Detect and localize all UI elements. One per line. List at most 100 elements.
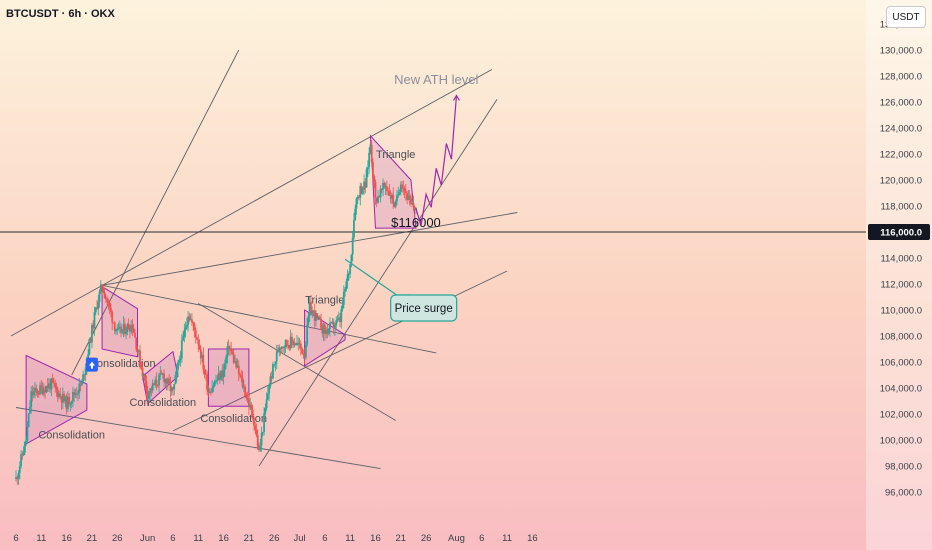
candle-body[interactable]	[354, 208, 357, 221]
candle-body[interactable]	[129, 329, 131, 332]
candle-body[interactable]	[339, 317, 341, 322]
candle-body[interactable]	[125, 331, 128, 335]
candle-body[interactable]	[322, 324, 325, 334]
candle-body[interactable]	[87, 354, 90, 359]
candle-body[interactable]	[316, 313, 319, 318]
candle-body[interactable]	[258, 447, 260, 451]
candle-body[interactable]	[213, 381, 216, 386]
candle-body[interactable]	[294, 343, 297, 345]
candle-body[interactable]	[75, 393, 78, 395]
candle-body[interactable]	[97, 301, 100, 309]
candle-body[interactable]	[264, 408, 267, 414]
candle-body[interactable]	[63, 393, 65, 402]
candle-body[interactable]	[15, 477, 17, 479]
candle-body[interactable]	[178, 360, 181, 363]
candle-body[interactable]	[39, 385, 41, 394]
candle-body[interactable]	[374, 181, 377, 198]
candle-body[interactable]	[23, 441, 26, 453]
candle-body[interactable]	[231, 351, 234, 354]
candle-body[interactable]	[61, 393, 64, 403]
candle-body[interactable]	[20, 454, 22, 467]
candle-body[interactable]	[369, 144, 372, 153]
candle-body[interactable]	[284, 340, 287, 348]
candle-body[interactable]	[234, 360, 236, 363]
candle-body[interactable]	[197, 339, 200, 345]
triangle-pattern[interactable]	[25, 354, 88, 445]
candle-body[interactable]	[220, 370, 222, 380]
candle-body[interactable]	[283, 347, 286, 349]
candle-body[interactable]	[269, 376, 272, 387]
candle-body[interactable]	[249, 404, 252, 408]
candle-body[interactable]	[329, 323, 331, 330]
candle-body[interactable]	[172, 387, 174, 390]
candle-body[interactable]	[253, 418, 255, 426]
candle-body[interactable]	[223, 363, 226, 371]
candle-body[interactable]	[241, 377, 244, 387]
candle-body[interactable]	[196, 337, 198, 340]
candle-body[interactable]	[378, 196, 381, 198]
candle-body[interactable]	[73, 392, 76, 396]
trendline[interactable]	[15, 407, 381, 470]
candle-body[interactable]	[45, 385, 48, 393]
candle-body[interactable]	[166, 378, 169, 384]
candle-body[interactable]	[44, 389, 47, 393]
candle-body[interactable]	[201, 354, 203, 359]
trendline[interactable]	[101, 212, 518, 286]
candle-body[interactable]	[287, 345, 290, 347]
candle-body[interactable]	[137, 350, 140, 352]
candle-body[interactable]	[207, 390, 210, 393]
candle-body[interactable]	[346, 273, 349, 282]
candle-body[interactable]	[27, 413, 30, 427]
candle-body[interactable]	[212, 385, 215, 388]
candle-body[interactable]	[411, 203, 414, 205]
candle-body[interactable]	[232, 353, 235, 363]
candle-body[interactable]	[247, 399, 250, 408]
candle-body[interactable]	[237, 365, 240, 374]
candle-body[interactable]	[268, 386, 271, 394]
candle-body[interactable]	[198, 344, 201, 350]
candle-body[interactable]	[292, 341, 295, 346]
candle-body[interactable]	[288, 345, 291, 349]
candle-body[interactable]	[54, 383, 57, 388]
candle-body[interactable]	[302, 353, 305, 355]
candle-body[interactable]	[321, 329, 324, 334]
candle-body[interactable]	[226, 346, 229, 358]
candle-body[interactable]	[134, 332, 136, 338]
candle-body[interactable]	[25, 440, 28, 442]
candle-body[interactable]	[341, 304, 344, 310]
trendline[interactable]	[10, 69, 493, 337]
candle-body[interactable]	[17, 472, 20, 479]
candle-body[interactable]	[336, 319, 339, 321]
candle-body[interactable]	[154, 379, 157, 386]
candle-body[interactable]	[40, 385, 43, 388]
candle-body[interactable]	[53, 382, 55, 384]
candle-body[interactable]	[161, 373, 164, 375]
candle-body[interactable]	[272, 364, 274, 379]
candle-body[interactable]	[296, 342, 298, 345]
candle-body[interactable]	[155, 379, 158, 386]
candle-body[interactable]	[366, 167, 369, 170]
candle-body[interactable]	[31, 391, 34, 396]
candle-body[interactable]	[142, 374, 145, 377]
candle-body[interactable]	[116, 328, 119, 331]
candle-body[interactable]	[199, 349, 202, 359]
candle-body[interactable]	[211, 387, 214, 393]
candle-body[interactable]	[74, 393, 77, 396]
candle-body[interactable]	[108, 302, 111, 308]
candle-body[interactable]	[113, 322, 116, 331]
candle-body[interactable]	[317, 316, 320, 318]
candle-body[interactable]	[303, 354, 306, 358]
candle-body[interactable]	[34, 388, 36, 392]
candle-body[interactable]	[235, 360, 238, 368]
candle-body[interactable]	[153, 383, 155, 386]
candle-body[interactable]	[355, 198, 358, 209]
candle-body[interactable]	[55, 387, 58, 390]
candle-body[interactable]	[323, 324, 326, 334]
candle-body[interactable]	[413, 206, 416, 211]
candle-body[interactable]	[96, 307, 98, 309]
candle-body[interactable]	[278, 347, 281, 353]
candle-body[interactable]	[313, 310, 316, 322]
candle-body[interactable]	[120, 326, 122, 333]
candle-body[interactable]	[260, 433, 263, 446]
candle-body[interactable]	[221, 370, 224, 378]
